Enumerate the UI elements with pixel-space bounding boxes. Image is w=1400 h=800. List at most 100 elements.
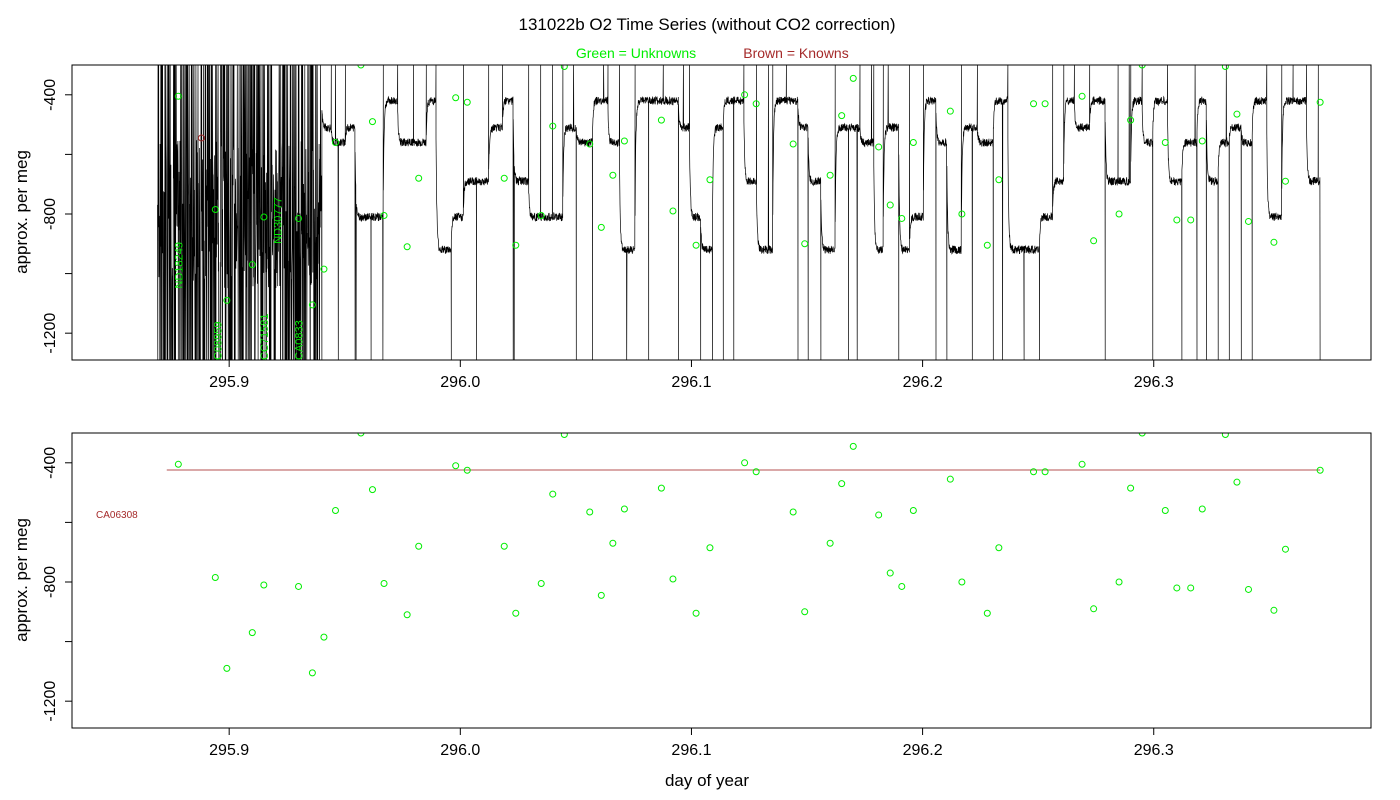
top-unknown-point	[368, 118, 376, 126]
bottom-x-tick-label: 296.3	[1134, 742, 1174, 759]
unknown-point	[1233, 478, 1241, 486]
top-unknown-point	[308, 301, 316, 309]
o2-trace-line	[157, 65, 1321, 360]
top-sample-label: CA0833	[294, 320, 306, 360]
top-unknown-point	[1090, 237, 1098, 245]
unknown-point	[597, 591, 605, 599]
top-unknown-point	[1281, 177, 1289, 185]
bottom-x-tick-label: 296.0	[440, 742, 480, 759]
top-unknown-point	[826, 171, 834, 179]
top-unknown-point	[838, 112, 846, 120]
unknown-point	[620, 505, 628, 513]
unknown-point	[706, 544, 714, 552]
top-unknown-point	[983, 241, 991, 249]
unknown-point	[609, 539, 617, 547]
unknown-point	[380, 579, 388, 587]
top-unknown-point	[331, 138, 339, 146]
unknown-point	[463, 466, 471, 474]
top-unknown-point	[1127, 116, 1135, 124]
top-unknown-point	[537, 211, 545, 219]
top-unknown-point	[1316, 98, 1324, 106]
top-x-tick-label: 296.2	[903, 374, 943, 391]
bottom-y-tick-label: -800	[42, 566, 59, 598]
unknown-point	[308, 669, 316, 677]
top-x-tick-label: 296.3	[1134, 374, 1174, 391]
unknown-point	[692, 609, 700, 617]
unknown-point	[1281, 545, 1289, 553]
top-x-tick-label: 296.0	[440, 374, 480, 391]
unknown-point	[223, 664, 231, 672]
unknown-point	[741, 459, 749, 467]
top-unknown-point	[549, 122, 557, 130]
unknown-point	[1078, 460, 1086, 468]
unknown-point	[886, 569, 894, 577]
top-unknown-point	[669, 207, 677, 215]
unknown-point	[1173, 584, 1181, 592]
top-unknown-point	[223, 296, 231, 304]
unknown-point	[415, 542, 423, 550]
top-unknown-point	[415, 174, 423, 182]
unknown-point	[331, 506, 339, 514]
unknown-point	[995, 544, 1003, 552]
unknown-point	[838, 480, 846, 488]
unknown-point	[958, 578, 966, 586]
top-unknown-point	[403, 243, 411, 251]
unknown-point	[983, 609, 991, 617]
unknown-point	[403, 611, 411, 619]
top-unknown-point	[1173, 216, 1181, 224]
top-unknown-point	[1221, 65, 1229, 70]
top-unknown-point	[801, 240, 809, 248]
unknown-point	[1221, 433, 1229, 438]
unknown-point	[1115, 578, 1123, 586]
chart-title: 131022b O2 Time Series (without CO2 corr…	[518, 15, 895, 34]
top-unknown-point	[875, 143, 883, 151]
unknown-point	[1270, 606, 1278, 614]
top-unknown-point	[1078, 92, 1086, 100]
unknown-point	[174, 460, 182, 468]
top-unknown-point	[1187, 216, 1195, 224]
top-unknown-point	[789, 140, 797, 148]
top-unknown-point	[380, 211, 388, 219]
bottom-plot-frame	[71, 432, 1372, 729]
reference-label: CA06308	[96, 510, 138, 521]
unknown-point	[512, 609, 520, 617]
unknown-point	[826, 539, 834, 547]
unknown-point	[909, 506, 917, 514]
bottom-panel: 295.9 296.0 296.1 296.2 296.3 -400 -800 -1200 C…	[12, 432, 1372, 790]
top-unknown-point	[741, 91, 749, 99]
unknown-point	[1198, 505, 1206, 513]
unknown-point	[452, 462, 460, 470]
legend-unknowns: Green = Unknowns	[576, 45, 696, 61]
x-axis-label: day of year	[665, 771, 749, 790]
unknown-point	[1030, 468, 1038, 476]
top-unknown-point	[1244, 217, 1252, 225]
unknown-point	[1244, 585, 1252, 593]
top-unknown-point	[886, 201, 894, 209]
top-x-tick-label: 296.1	[671, 374, 711, 391]
unknown-point	[537, 579, 545, 587]
unknown-point	[789, 508, 797, 516]
unknown-point	[875, 511, 883, 519]
unknown-point	[1161, 506, 1169, 514]
unknown-point	[586, 508, 594, 516]
unknown-point	[260, 581, 268, 589]
top-unknown-point	[995, 176, 1003, 184]
unknown-point	[368, 486, 376, 494]
top-unknown-point	[512, 241, 520, 249]
top-unknown-point	[1161, 138, 1169, 146]
top-unknown-point	[500, 174, 508, 182]
bottom-y-tick-label: -400	[42, 447, 59, 479]
top-unknown-point	[320, 265, 328, 273]
top-sample-label: C08959	[213, 321, 225, 360]
bottom-x-tick-label: 295.9	[209, 742, 249, 759]
unknown-point	[849, 442, 857, 450]
top-unknown-point	[609, 171, 617, 179]
top-unknown-point	[692, 241, 700, 249]
bottom-y-tick-label: -1200	[42, 681, 59, 722]
top-unknown-point	[586, 140, 594, 148]
unknown-point	[1041, 468, 1049, 476]
unknown-point	[1127, 484, 1135, 492]
top-unknown-point	[1233, 110, 1241, 118]
top-unknown-point	[958, 210, 966, 218]
